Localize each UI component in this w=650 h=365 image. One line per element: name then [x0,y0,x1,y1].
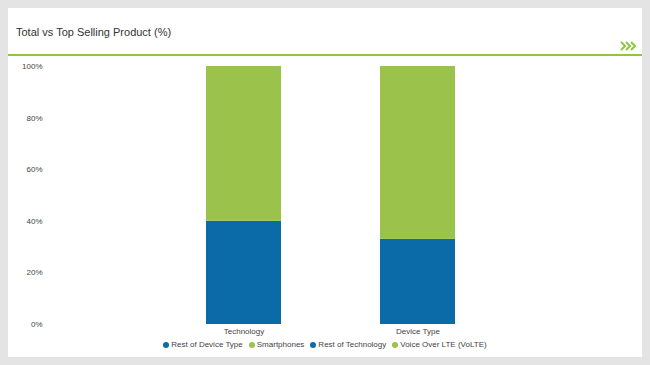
html-text:Rest of Technology: Rest of Technology [318,340,387,349]
svg-text:Technology: Technology [224,327,264,336]
html-text:Total vs Top Selling Product (: Total vs Top Selling Product (%) [16,26,172,38]
svg-text:Device Type: Device Type [396,327,440,336]
svg-text:0%: 0% [31,320,43,329]
svg-text:80%: 80% [26,114,42,123]
html-text:Rest of Device Type: Rest of Device Type [171,340,243,349]
svg-text:100%: 100% [22,62,42,71]
svg-text:40%: 40% [26,217,42,226]
svg-text:60%: 60% [26,165,42,174]
html-text:Smartphones: Smartphones [256,340,305,349]
svg-text:20%: 20% [26,268,42,277]
html-text:Voice Over LTE (VoLTE): Voice Over LTE (VoLTE) [400,340,487,349]
